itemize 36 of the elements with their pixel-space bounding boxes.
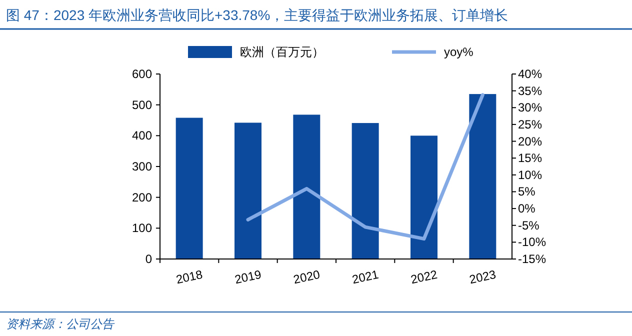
bar bbox=[234, 122, 262, 259]
y2-tick-label: 0% bbox=[518, 202, 536, 216]
chart-title: 图 47：2023 年欧洲业务营收同比+33.78%，主要得益于欧洲业务拓展、订单增长 bbox=[6, 7, 508, 23]
y-tick-label: 0 bbox=[145, 252, 152, 266]
text: 资料来源：公司公告 bbox=[6, 317, 115, 331]
y2-tick-label: 35% bbox=[518, 84, 542, 98]
y2-tick-label: 10% bbox=[518, 168, 542, 182]
y2-tick-label: 15% bbox=[518, 151, 542, 166]
y-tick-label: 300 bbox=[132, 160, 152, 174]
x-tick-label: 2023 bbox=[468, 267, 498, 287]
y-tick-label: 500 bbox=[132, 98, 152, 112]
y2-tick-label: -15% bbox=[518, 252, 546, 266]
y2-tick-label: 5% bbox=[518, 184, 536, 199]
x-tick-label: 2021 bbox=[350, 267, 380, 287]
line-series bbox=[246, 93, 484, 241]
bar bbox=[469, 94, 496, 259]
y2-tick-label: -5% bbox=[518, 218, 540, 232]
bar bbox=[352, 123, 379, 259]
bar bbox=[176, 118, 203, 259]
legend-label: 欧洲（百万元） bbox=[240, 45, 324, 59]
bar bbox=[293, 114, 320, 259]
y2-tick-label: 25% bbox=[518, 117, 542, 132]
x-tick-label: 2020 bbox=[292, 267, 322, 287]
bar bbox=[410, 136, 438, 259]
legend-label: yoy% bbox=[444, 45, 474, 59]
y-tick-label: 200 bbox=[132, 190, 152, 204]
x-tick-label: 2019 bbox=[233, 267, 263, 287]
y2-tick-label: 20% bbox=[518, 134, 542, 148]
y2-tick-label: -10% bbox=[518, 235, 546, 250]
y-tick-label: 400 bbox=[132, 128, 152, 143]
x-tick-label: 2022 bbox=[409, 267, 439, 287]
y-tick-label: 600 bbox=[132, 67, 152, 81]
y2-tick-label: 30% bbox=[518, 100, 542, 115]
x-tick-label: 2018 bbox=[174, 267, 204, 287]
y2-tick-label: 40% bbox=[518, 67, 542, 81]
y-tick-label: 100 bbox=[132, 221, 152, 236]
